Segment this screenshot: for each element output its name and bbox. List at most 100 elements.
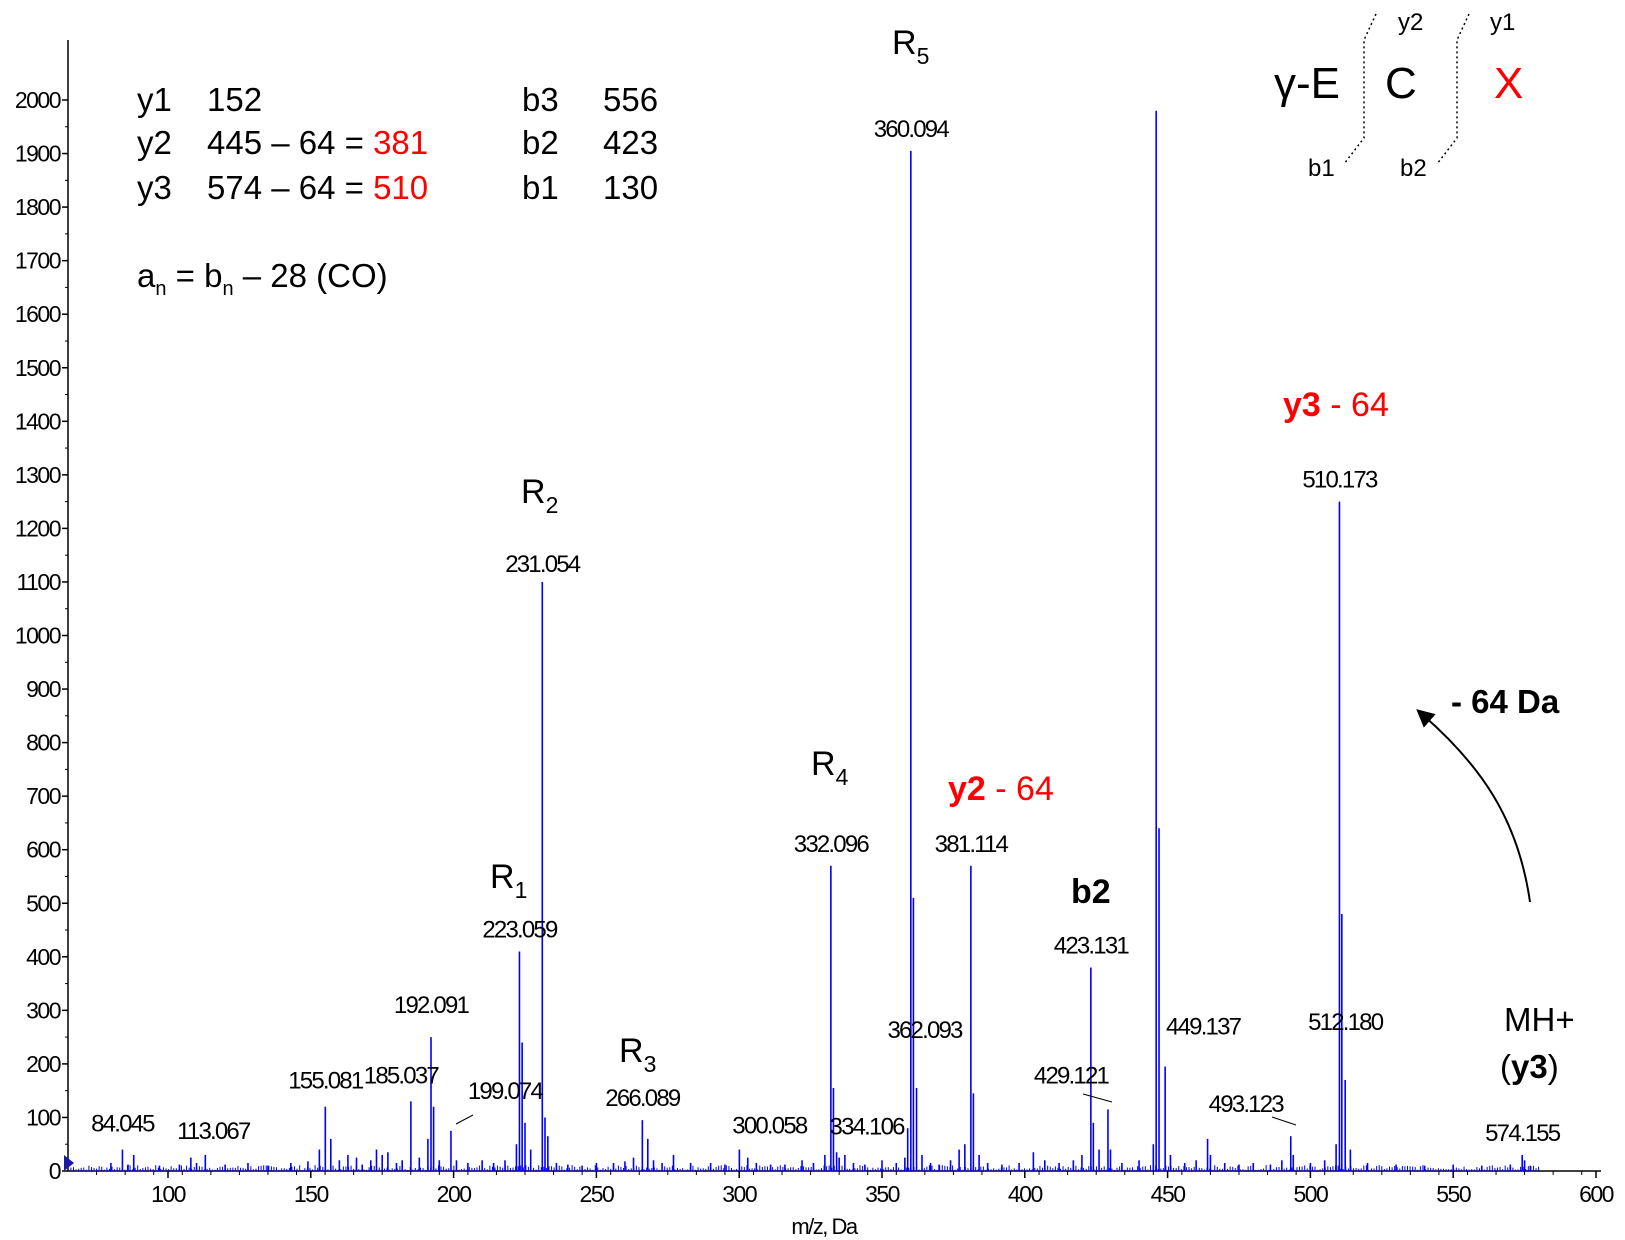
peak-label: 113.067 — [177, 1118, 251, 1145]
peak-label: 266.089 — [605, 1085, 681, 1112]
peak-label: 381.114 — [935, 831, 1009, 858]
ion-label-r5: R5 — [892, 24, 929, 69]
x-tick-label: 300 — [722, 1181, 757, 1207]
peak-label: 231.054 — [505, 551, 581, 578]
fragment-ion: b3 — [522, 81, 559, 118]
ion-label-r4: R4 — [811, 745, 849, 790]
x-tick-label: 550 — [1436, 1181, 1471, 1207]
x-tick-label: 450 — [1151, 1181, 1186, 1207]
cleavage-line-2 — [1436, 13, 1470, 165]
x-tick-label: 200 — [437, 1181, 472, 1207]
cleavage-y2: y2 — [1398, 9, 1423, 36]
y-tick-label: 1800 — [15, 194, 61, 220]
peak-label: 449.137 — [1166, 1014, 1242, 1041]
fragment-calc: 423 — [603, 124, 658, 161]
y-tick-label: 1700 — [15, 248, 61, 274]
y-tick-label: 300 — [26, 997, 61, 1023]
y-ticks: 0 100 200 300 400 500 600 700 800 900 1000 1100 1200… — [15, 87, 68, 1184]
fragment-ion: b1 — [522, 169, 559, 206]
y-tick-label: 400 — [26, 944, 61, 970]
y-tick-label: 2000 — [15, 87, 61, 113]
peak-label: 334.106 — [830, 1113, 906, 1140]
peak-label: 332.096 — [794, 831, 870, 858]
y-tick-label: 200 — [26, 1051, 61, 1077]
x-tick-label: 350 — [865, 1181, 900, 1207]
leader-line-429 — [1082, 1093, 1113, 1103]
x-tick-label: 400 — [1008, 1181, 1043, 1207]
cleavage-b1: b1 — [1308, 155, 1335, 182]
fragment-ion: y2 — [137, 124, 172, 161]
peak-label: 192.091 — [394, 992, 470, 1019]
axis-origin-marker — [64, 1155, 74, 1171]
mh-annotation: MH+ — [1504, 1001, 1575, 1038]
peak-label: 362.093 — [887, 1017, 963, 1044]
y-tick-label: 800 — [26, 730, 61, 756]
cleavage-line-1 — [1343, 13, 1377, 165]
peak-label: 300.058 — [732, 1113, 808, 1140]
ion-label-r3: R3 — [619, 1032, 656, 1077]
y-tick-label: 1600 — [15, 301, 61, 327]
x-tick-label: 100 — [151, 1181, 186, 1207]
y-tick-label: 100 — [26, 1104, 61, 1130]
y-tick-label: 900 — [26, 676, 61, 702]
peak-label: 493.123 — [1209, 1091, 1285, 1118]
y-tick-label: 700 — [26, 783, 61, 809]
peak-label: 574.155 — [1485, 1120, 1561, 1147]
b2-annotation: b2 — [1071, 873, 1111, 911]
peak-labels: 84.045 113.067 155.081 185.037 192.091 199.07… — [91, 116, 1562, 1147]
x-tick-label: 500 — [1293, 1181, 1328, 1207]
peak-label: 223.059 — [482, 916, 558, 943]
peak-label: 360.094 — [874, 116, 950, 143]
mh-y3-annotation: (y3) — [1500, 1048, 1559, 1085]
neutral-loss-arrow — [1416, 709, 1531, 903]
a-ion-formula: an = bn – 28 (CO) — [137, 257, 388, 300]
x-tick-label: 250 — [579, 1181, 614, 1207]
x-axis-title: m/z, Da — [791, 1214, 859, 1239]
y-tick-label: 600 — [26, 837, 61, 863]
x-tick-label: 150 — [294, 1181, 329, 1207]
peak-label: 155.081 — [288, 1068, 364, 1095]
peak-label: 510.173 — [1302, 467, 1378, 494]
leader-line-199 — [455, 1114, 474, 1125]
fragment-ion: b2 — [522, 124, 559, 161]
x-tick-label: 600 — [1579, 1181, 1614, 1207]
fragment-calc: 130 — [603, 169, 658, 206]
residue-1: γ-E — [1274, 59, 1340, 108]
peak-label: 84.045 — [91, 1111, 155, 1138]
y2-annotation: y2 - 64 — [948, 770, 1054, 808]
cleavage-y1: y1 — [1490, 9, 1515, 36]
leader-line-493 — [1271, 1116, 1297, 1126]
fragment-table: y1 152 y2 445 – 64 = 381 y3 574 – 64 = 5… — [137, 81, 658, 206]
fragment-calc: 556 — [603, 81, 658, 118]
fragment-ion: y3 — [137, 169, 172, 206]
peak-label: 429.121 — [1034, 1062, 1110, 1089]
spectrum-peaks — [70, 110, 1540, 1171]
fragment-ion: y1 — [137, 81, 172, 118]
y-tick-label: 1500 — [15, 355, 61, 381]
y-tick-label: 1200 — [15, 515, 61, 541]
cleavage-b2: b2 — [1400, 155, 1427, 182]
peak-label: 512.180 — [1308, 1009, 1384, 1036]
y-tick-label: 0 — [49, 1158, 61, 1184]
x-ticks: 100 150 200 250 300 350 400 450 500 550 600 — [96, 1171, 1615, 1207]
y-tick-label: 1400 — [15, 408, 61, 434]
ion-label-r1: R1 — [490, 858, 527, 903]
y-tick-label: 1000 — [15, 623, 61, 649]
fragment-calc: 574 – 64 = 510 — [207, 169, 428, 206]
y3-annotation: y3 - 64 — [1283, 386, 1389, 424]
peak-label: 199.074 — [468, 1078, 544, 1105]
fragment-calc: 152 — [207, 81, 262, 118]
y-tick-label: 500 — [26, 890, 61, 916]
peptide-sequence: γ-E C X y2 y1 b1 b2 — [1274, 9, 1523, 182]
y-tick-label: 1300 — [15, 462, 61, 488]
peak-label: 423.131 — [1054, 933, 1130, 960]
peak-label: 185.037 — [364, 1062, 440, 1089]
y-tick-label: 1100 — [17, 569, 61, 595]
ion-label-r2: R2 — [521, 473, 558, 518]
y-tick-label: 1900 — [15, 141, 61, 167]
residue-3: X — [1494, 59, 1523, 108]
fragment-calc: 445 – 64 = 381 — [207, 124, 428, 161]
neutral-loss-label: - 64 Da — [1451, 683, 1560, 720]
residue-2: C — [1385, 59, 1417, 108]
